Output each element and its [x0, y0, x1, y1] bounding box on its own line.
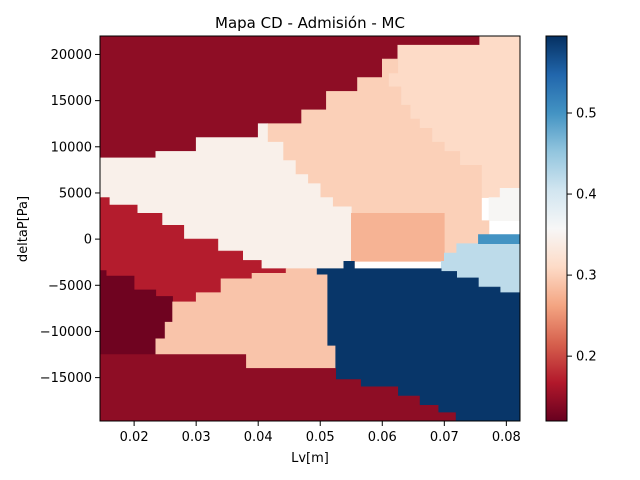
- heatmap-regions: [100, 36, 520, 421]
- y-tick-label: 0: [84, 233, 92, 248]
- colorbar-tick-label: 0.2: [576, 350, 597, 365]
- x-tick-label: 0.03: [182, 430, 211, 445]
- y-tick-label: 15000: [51, 94, 92, 109]
- x-axis-label: Lv[m]: [291, 451, 329, 466]
- x-tick-label: 0.06: [368, 430, 397, 445]
- x-axis: 0.02 0.03 0.04 0.05 0.06 0.07 0.08: [120, 421, 521, 445]
- y-tick-label: −10000: [40, 325, 92, 340]
- x-tick-label: 0.08: [492, 430, 521, 445]
- heatmap-region-blue-stripe: [478, 234, 520, 244]
- y-axis: −15000 −10000 −5000 0 5000 10000 15000 20000: [40, 48, 100, 386]
- x-tick-label: 0.05: [306, 430, 335, 445]
- x-tick-label: 0.02: [120, 430, 149, 445]
- y-tick-label: 5000: [59, 186, 92, 201]
- y-tick-label: −15000: [40, 371, 92, 386]
- x-tick-label: 0.07: [430, 430, 459, 445]
- x-tick-label: 0.04: [244, 430, 273, 445]
- colorbar-tick-label: 0.4: [576, 188, 597, 203]
- heatmap-region-bottom-dark-red: [100, 354, 456, 421]
- colorbar-axis: 0.2 0.3 0.4 0.5: [567, 107, 597, 365]
- plot-frame: [99, 35, 521, 422]
- y-tick-label: 20000: [51, 48, 92, 63]
- y-tick-label: 10000: [51, 140, 92, 155]
- colorbar-tick-label: 0.3: [576, 269, 597, 284]
- colorbar: [545, 35, 568, 422]
- y-axis-label: deltaP[Pa]: [16, 196, 31, 262]
- heatmap-region-center-salmon: [350, 213, 445, 270]
- y-tick-label: −5000: [48, 279, 92, 294]
- colorbar-tick-label: 0.5: [576, 107, 597, 122]
- chart-title: Mapa CD - Admisión - MC: [215, 14, 405, 32]
